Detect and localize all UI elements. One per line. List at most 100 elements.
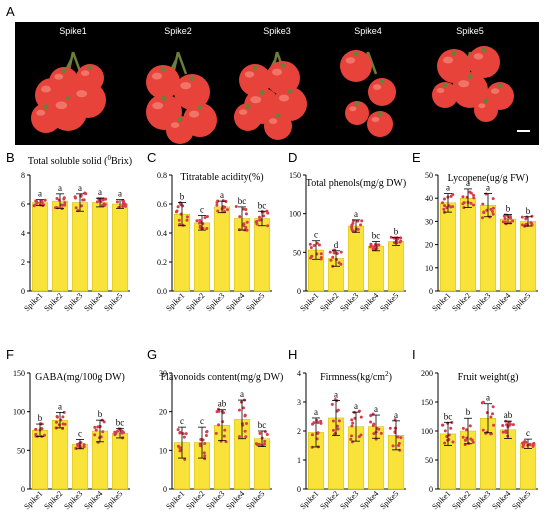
data-point <box>62 196 66 200</box>
data-point <box>445 206 449 210</box>
tomato-highlight <box>345 57 356 64</box>
title-suffix: ) <box>389 372 392 383</box>
significance-letter: bc <box>258 420 267 430</box>
data-point <box>443 204 447 208</box>
y-tick-label: 0 <box>21 485 25 494</box>
chart-title: Fruit weight(g) <box>458 372 519 383</box>
data-point <box>524 217 528 221</box>
data-point <box>237 228 241 232</box>
data-point <box>442 197 446 201</box>
x-tick-label: Spike2 <box>450 291 472 313</box>
data-point <box>40 199 44 203</box>
data-point <box>255 219 259 223</box>
data-point <box>221 420 225 424</box>
x-tick-label: Spike3 <box>204 291 226 313</box>
tomato-calyx <box>161 96 167 101</box>
data-point <box>195 219 199 223</box>
y-tick-label: 20 <box>159 408 167 417</box>
significance-letter: ab <box>504 410 513 420</box>
chart-panel-f: F GABA(mg/100g DW) 0 50 100 150 b Spike1 a Spike2… <box>6 347 130 511</box>
data-point <box>491 206 495 210</box>
data-point <box>394 426 398 430</box>
data-point <box>520 215 524 219</box>
y-tick-label: 50 <box>17 446 25 455</box>
data-point <box>505 423 509 427</box>
data-point <box>244 422 248 426</box>
data-point <box>480 401 484 405</box>
data-point <box>392 241 396 245</box>
data-point <box>445 435 449 439</box>
data-point <box>238 408 242 412</box>
data-point <box>396 435 400 439</box>
tomato-highlight <box>250 96 262 104</box>
data-point <box>102 204 106 208</box>
x-tick-label: Spike1 <box>430 489 452 511</box>
x-tick-label: Spike1 <box>298 291 320 313</box>
significance-letter: a <box>446 183 450 193</box>
tomato-calyx <box>189 76 195 81</box>
significance-letter: bc <box>258 200 267 210</box>
bar <box>439 202 457 292</box>
tomato-highlight <box>349 106 357 112</box>
data-point <box>263 430 267 434</box>
y-tick-label: 50 <box>425 456 433 465</box>
data-point <box>222 434 226 438</box>
data-point <box>521 445 525 449</box>
tomato-calyx <box>481 47 487 53</box>
data-point <box>319 252 323 256</box>
y-tick-label: 6 <box>21 200 25 209</box>
tomato-highlight <box>76 90 88 98</box>
data-point <box>319 421 323 425</box>
data-point <box>203 454 207 458</box>
data-point <box>198 442 202 446</box>
data-point <box>244 435 248 439</box>
x-tick-label: Spike3 <box>204 489 226 511</box>
data-point <box>63 422 67 426</box>
tomato-calyx <box>353 51 359 57</box>
data-point <box>511 219 515 223</box>
data-point <box>447 433 451 437</box>
data-point <box>178 222 182 226</box>
data-point <box>359 415 363 419</box>
tomato-photo: Spike1 Spike2 Spike3 Spike4 Spike5 <box>15 22 539 145</box>
data-point <box>63 201 67 205</box>
data-point <box>399 436 403 440</box>
data-point <box>451 193 455 197</box>
data-point <box>469 437 473 441</box>
data-point <box>258 431 262 435</box>
bar <box>519 443 537 490</box>
data-point <box>329 258 333 262</box>
title-superscript: 0 <box>107 154 111 162</box>
data-point <box>96 440 100 444</box>
x-tick-label: Spike3 <box>338 291 360 313</box>
data-point <box>238 215 242 219</box>
data-point <box>491 209 495 213</box>
data-point <box>472 203 476 207</box>
data-point <box>389 235 393 239</box>
x-tick-label: Spike2 <box>318 291 340 313</box>
tomato-highlight <box>54 73 64 80</box>
data-point <box>461 195 465 199</box>
y-tick-label: 0 <box>429 485 433 494</box>
x-tick-label: Spike2 <box>184 291 206 313</box>
data-point <box>225 208 229 212</box>
data-point <box>331 255 335 259</box>
tomato-cluster <box>340 50 396 137</box>
data-point <box>331 428 335 432</box>
y-tick-label: 150 <box>289 171 301 180</box>
data-point <box>371 247 375 251</box>
data-point <box>491 212 495 216</box>
y-tick-label: 10 <box>159 446 167 455</box>
data-point <box>176 428 180 432</box>
data-point <box>449 426 453 430</box>
data-point <box>349 437 353 441</box>
significance-letter: ab <box>218 399 227 409</box>
tomato-cluster <box>31 51 106 133</box>
bar <box>213 206 231 292</box>
y-tick-label: 0 <box>21 287 25 296</box>
tomato-calyx <box>377 111 383 117</box>
chart-title: Titratable acidity(%) <box>180 172 263 183</box>
panel-letter: F <box>6 347 14 362</box>
panel-letter: E <box>412 150 421 165</box>
